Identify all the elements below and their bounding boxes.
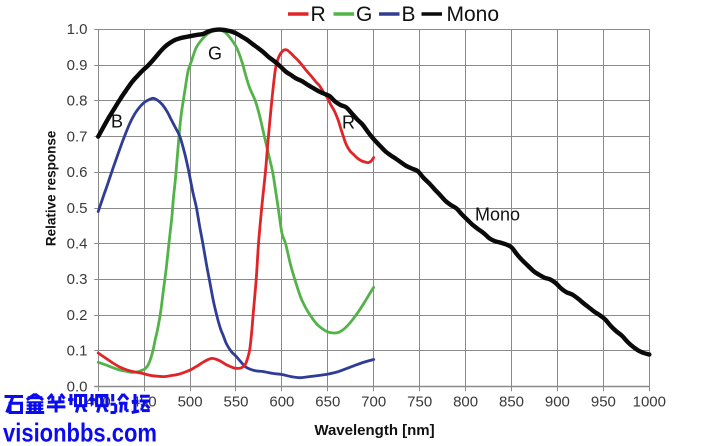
- svg-text:visionbbs.com: visionbbs.com: [3, 418, 157, 446]
- svg-text:1.0: 1.0: [67, 21, 88, 38]
- svg-text:0.3: 0.3: [67, 271, 88, 288]
- svg-text:0.6: 0.6: [67, 164, 88, 181]
- svg-text:500: 500: [178, 394, 203, 411]
- svg-text:550: 550: [223, 394, 248, 411]
- svg-text:0.8: 0.8: [67, 93, 88, 110]
- svg-text:B: B: [111, 112, 123, 132]
- svg-text:R: R: [311, 3, 326, 26]
- svg-text:0.4: 0.4: [67, 236, 88, 253]
- svg-text:Mono: Mono: [475, 205, 520, 225]
- svg-text:1000: 1000: [633, 394, 666, 411]
- svg-text:850: 850: [499, 394, 524, 411]
- svg-text:700: 700: [361, 394, 386, 411]
- svg-text:0.7: 0.7: [67, 128, 88, 145]
- svg-text:0.5: 0.5: [67, 200, 88, 217]
- svg-text:0.1: 0.1: [67, 343, 88, 360]
- svg-text:0.0: 0.0: [67, 378, 88, 395]
- svg-text:650: 650: [315, 394, 340, 411]
- svg-text:0.2: 0.2: [67, 307, 88, 324]
- svg-text:800: 800: [453, 394, 478, 411]
- svg-text:950: 950: [591, 394, 616, 411]
- svg-text:G: G: [208, 44, 222, 64]
- svg-text:Relative response: Relative response: [44, 130, 59, 246]
- svg-text:0.9: 0.9: [67, 57, 88, 74]
- svg-text:Wavelength [nm]: Wavelength [nm]: [314, 422, 434, 439]
- svg-text:600: 600: [269, 394, 294, 411]
- svg-text:750: 750: [407, 394, 432, 411]
- svg-text:900: 900: [545, 394, 570, 411]
- svg-text:G: G: [356, 3, 372, 26]
- svg-text:Mono: Mono: [447, 3, 500, 26]
- svg-text:R: R: [342, 113, 355, 133]
- svg-text:B: B: [402, 3, 416, 26]
